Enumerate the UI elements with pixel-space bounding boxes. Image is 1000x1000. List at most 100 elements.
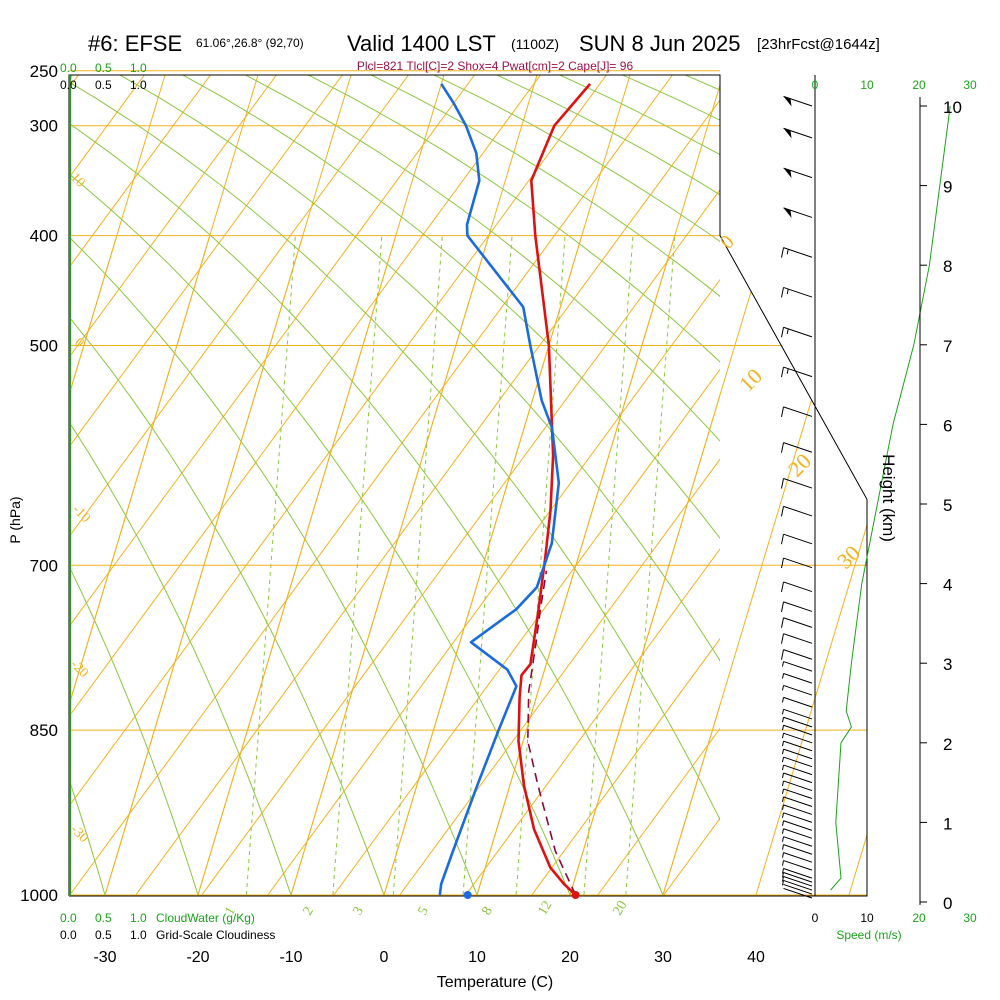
wind-barb [782, 872, 813, 883]
cloudiness-bottom-2: 1.0 [130, 928, 147, 942]
wind-barb [782, 716, 813, 728]
dry-adiabat [181, 75, 720, 540]
moist-adiabat-label: 30 [832, 540, 865, 573]
dry-adiabat [432, 75, 720, 243]
date-label: SUN 8 Jun 2025 [579, 31, 740, 56]
dry-adiabat [244, 75, 720, 442]
isotherm-line [69, 235, 167, 896]
isotherm-line [849, 71, 1000, 895]
wind-barb [782, 661, 813, 672]
theta-line [332, 368, 720, 896]
isotherm-line [69, 235, 260, 896]
wind-barb [782, 772, 813, 784]
height-tick-label: 2 [943, 735, 952, 754]
height-tick-label: 0 [943, 894, 952, 913]
wind-barb [782, 708, 813, 720]
moist-adiabat-label: 10 [734, 363, 767, 396]
wind-barb [783, 207, 813, 218]
p-tick-label: 300 [30, 117, 58, 136]
x-tick-label: 10 [468, 949, 486, 966]
wind-barb [782, 696, 813, 708]
series-parcel [527, 570, 577, 896]
surface-dewpoint-marker [463, 891, 472, 899]
dry-adiabat [495, 75, 720, 196]
wind-barb [782, 860, 813, 871]
height-tick-label: 8 [943, 257, 952, 276]
wind-barb [782, 748, 813, 760]
cloudiness-bottom-1: 0.5 [95, 928, 112, 942]
theta-line [69, 75, 607, 808]
theta-line [69, 75, 673, 896]
theta-line [69, 75, 79, 89]
theta-line [464, 548, 720, 896]
isotherm-line [569, 235, 818, 896]
wind-barb [782, 724, 813, 736]
height-tick-label: 6 [943, 416, 952, 435]
speed-top-20: 20 [912, 78, 926, 92]
moist-adiabat-label: 20 [783, 448, 816, 481]
cloudwater-label: CloudWater (g/Kg) [156, 911, 255, 925]
theta-line [398, 458, 720, 896]
cloudiness-label: Grid-Scale Cloudiness [156, 928, 275, 942]
isotherm-label: -10 [69, 502, 93, 526]
utc-time: (1100Z) [511, 36, 559, 52]
wind-barb [782, 844, 813, 855]
height-tick-label: 10 [943, 98, 962, 117]
theta-line [596, 727, 720, 896]
isotherm-line [69, 75, 73, 87]
speed-bottom-0: 0 [812, 911, 819, 925]
wind-barb [781, 601, 813, 612]
wind-barb [781, 617, 813, 628]
theta-line [0, 75, 12, 896]
wind-barb [782, 796, 813, 807]
dry-adiabat [558, 75, 720, 156]
theta-line [200, 189, 720, 896]
wind-barb [781, 326, 813, 338]
wind-speed-line [830, 105, 951, 891]
height-tick-label: 3 [943, 655, 952, 674]
wind-barb [782, 820, 813, 831]
wind-speed-panel: 0 1 2 3 4 5 6 7 8 9 10 [69, 75, 962, 913]
theta-line [69, 75, 409, 538]
theta-line [530, 638, 720, 896]
theta-line [993, 75, 1000, 896]
theta-line [69, 75, 277, 359]
cloudwater-top-1: 0.5 [95, 61, 112, 75]
x-tick-label: 20 [561, 949, 579, 966]
wind-barb [782, 732, 813, 744]
wind-barb [782, 812, 813, 823]
dry-adiabat [988, 71, 1000, 895]
isotherm-line [755, 235, 867, 896]
mixing-ratio-label: 20 [610, 898, 630, 918]
speed-bottom-20: 20 [912, 911, 926, 925]
x-tick-label: -10 [279, 949, 302, 966]
isotherm-line [290, 235, 539, 896]
dry-adiabat [69, 236, 478, 896]
height-tick-label: 1 [943, 814, 952, 833]
isotherm-line [69, 75, 166, 397]
dry-adiabat [69, 122, 664, 896]
wind-barb [781, 633, 813, 644]
wind-barb [781, 366, 813, 378]
station-title: #6: EFSE [88, 31, 182, 56]
p-tick-label: 400 [30, 227, 58, 246]
wind-barb [783, 167, 813, 179]
theta-line [69, 75, 343, 448]
series-temperature [517, 83, 592, 896]
cloudiness-top-2: 1.0 [130, 78, 147, 92]
wind-barb [782, 780, 813, 792]
series-dewpoint [438, 83, 561, 896]
dry-adiabat [307, 75, 720, 363]
plot-frame [68, 74, 868, 897]
wind-barb [782, 764, 813, 776]
wind-barb [781, 533, 813, 545]
wind-barb [782, 868, 813, 879]
mixing-ratio-label: 2 [300, 904, 316, 918]
wind-barb [782, 788, 813, 799]
cloudwater-top-2: 1.0 [130, 61, 147, 75]
dry-adiabat [69, 316, 385, 896]
p-tick-label: 700 [30, 556, 58, 575]
